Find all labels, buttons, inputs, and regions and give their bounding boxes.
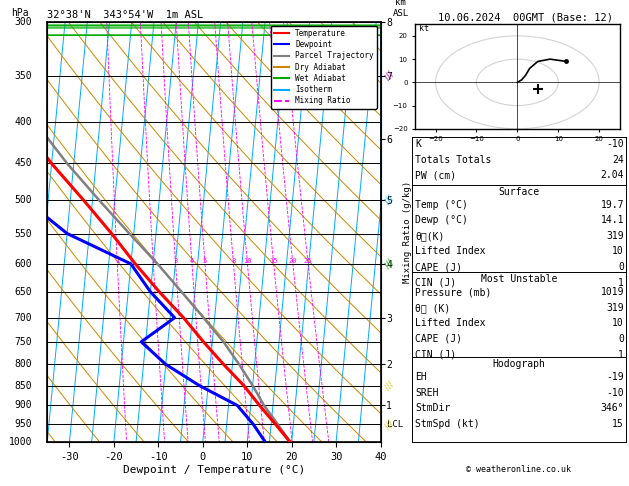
Text: LCL: LCL (387, 420, 403, 429)
Text: 19.7: 19.7 (601, 200, 624, 210)
Text: 900: 900 (14, 400, 32, 411)
Text: EH: EH (415, 372, 427, 382)
Text: 950: 950 (14, 419, 32, 429)
Text: -19: -19 (606, 372, 624, 382)
Text: 3: 3 (174, 258, 178, 264)
Text: K: K (415, 139, 421, 149)
Text: 8: 8 (231, 258, 236, 264)
Text: Most Unstable: Most Unstable (481, 274, 557, 284)
Text: θᴇ (K): θᴇ (K) (415, 303, 450, 313)
Text: θᴇ(K): θᴇ(K) (415, 231, 445, 241)
Text: 2.04: 2.04 (601, 170, 624, 180)
Text: CAPE (J): CAPE (J) (415, 334, 462, 344)
Text: ///: /// (384, 418, 396, 431)
Text: 15: 15 (269, 258, 278, 264)
Text: CAPE (J): CAPE (J) (415, 262, 462, 272)
Text: 10.06.2024  00GMT (Base: 12): 10.06.2024 00GMT (Base: 12) (438, 12, 613, 22)
Text: Pressure (mb): Pressure (mb) (415, 287, 491, 297)
Text: 400: 400 (14, 117, 32, 127)
Text: 319: 319 (606, 303, 624, 313)
Text: ///: /// (384, 194, 396, 207)
Text: Lifted Index: Lifted Index (415, 318, 486, 329)
Text: ///: /// (384, 379, 396, 392)
Text: 700: 700 (14, 312, 32, 323)
Text: © weatheronline.co.uk: © weatheronline.co.uk (467, 465, 571, 474)
Text: 750: 750 (14, 337, 32, 347)
Text: 4: 4 (190, 258, 194, 264)
Text: 0: 0 (618, 334, 624, 344)
Text: ///: /// (384, 258, 396, 270)
Text: Surface: Surface (498, 187, 540, 197)
Text: SREH: SREH (415, 388, 438, 398)
Text: 850: 850 (14, 381, 32, 391)
Text: Dewp (°C): Dewp (°C) (415, 215, 468, 226)
Text: Temp (°C): Temp (°C) (415, 200, 468, 210)
Text: 1: 1 (618, 278, 624, 288)
Text: StmSpd (kt): StmSpd (kt) (415, 419, 480, 429)
Text: StmDir: StmDir (415, 403, 450, 414)
Text: -10: -10 (606, 388, 624, 398)
Text: Lifted Index: Lifted Index (415, 246, 486, 257)
Text: 5: 5 (203, 258, 207, 264)
Text: 1019: 1019 (601, 287, 624, 297)
Text: 0: 0 (618, 262, 624, 272)
Text: 10: 10 (243, 258, 252, 264)
Text: Mixing Ratio (g/kg): Mixing Ratio (g/kg) (403, 181, 412, 283)
Text: 600: 600 (14, 259, 32, 269)
Text: kt: kt (420, 24, 429, 33)
Text: 15: 15 (612, 419, 624, 429)
Text: 550: 550 (14, 228, 32, 239)
Text: 20: 20 (289, 258, 297, 264)
Text: PW (cm): PW (cm) (415, 170, 456, 180)
X-axis label: Dewpoint / Temperature (°C): Dewpoint / Temperature (°C) (123, 465, 305, 475)
Text: 1000: 1000 (9, 437, 32, 447)
Text: 319: 319 (606, 231, 624, 241)
Text: 1: 1 (618, 349, 624, 360)
Text: 24: 24 (612, 155, 624, 165)
Text: 500: 500 (14, 195, 32, 205)
Legend: Temperature, Dewpoint, Parcel Trajectory, Dry Adiabat, Wet Adiabat, Isotherm, Mi: Temperature, Dewpoint, Parcel Trajectory… (270, 26, 377, 108)
Text: 1: 1 (115, 258, 120, 264)
Text: -10: -10 (606, 139, 624, 149)
Text: 10: 10 (612, 318, 624, 329)
Text: Totals Totals: Totals Totals (415, 155, 491, 165)
Text: 650: 650 (14, 287, 32, 297)
Text: 800: 800 (14, 359, 32, 369)
Text: 10: 10 (612, 246, 624, 257)
Text: 300: 300 (14, 17, 32, 27)
Text: CIN (J): CIN (J) (415, 278, 456, 288)
Text: 346°: 346° (601, 403, 624, 414)
Text: 2: 2 (151, 258, 155, 264)
Text: 25: 25 (304, 258, 313, 264)
Text: km
ASL: km ASL (392, 0, 409, 17)
Text: ///: /// (384, 69, 396, 82)
Text: 350: 350 (14, 70, 32, 81)
Text: 32°38'N  343°54'W  1m ASL: 32°38'N 343°54'W 1m ASL (47, 10, 203, 20)
Text: Hodograph: Hodograph (493, 359, 545, 369)
Text: 14.1: 14.1 (601, 215, 624, 226)
Text: hPa: hPa (11, 8, 29, 17)
Text: 450: 450 (14, 158, 32, 169)
Text: CIN (J): CIN (J) (415, 349, 456, 360)
